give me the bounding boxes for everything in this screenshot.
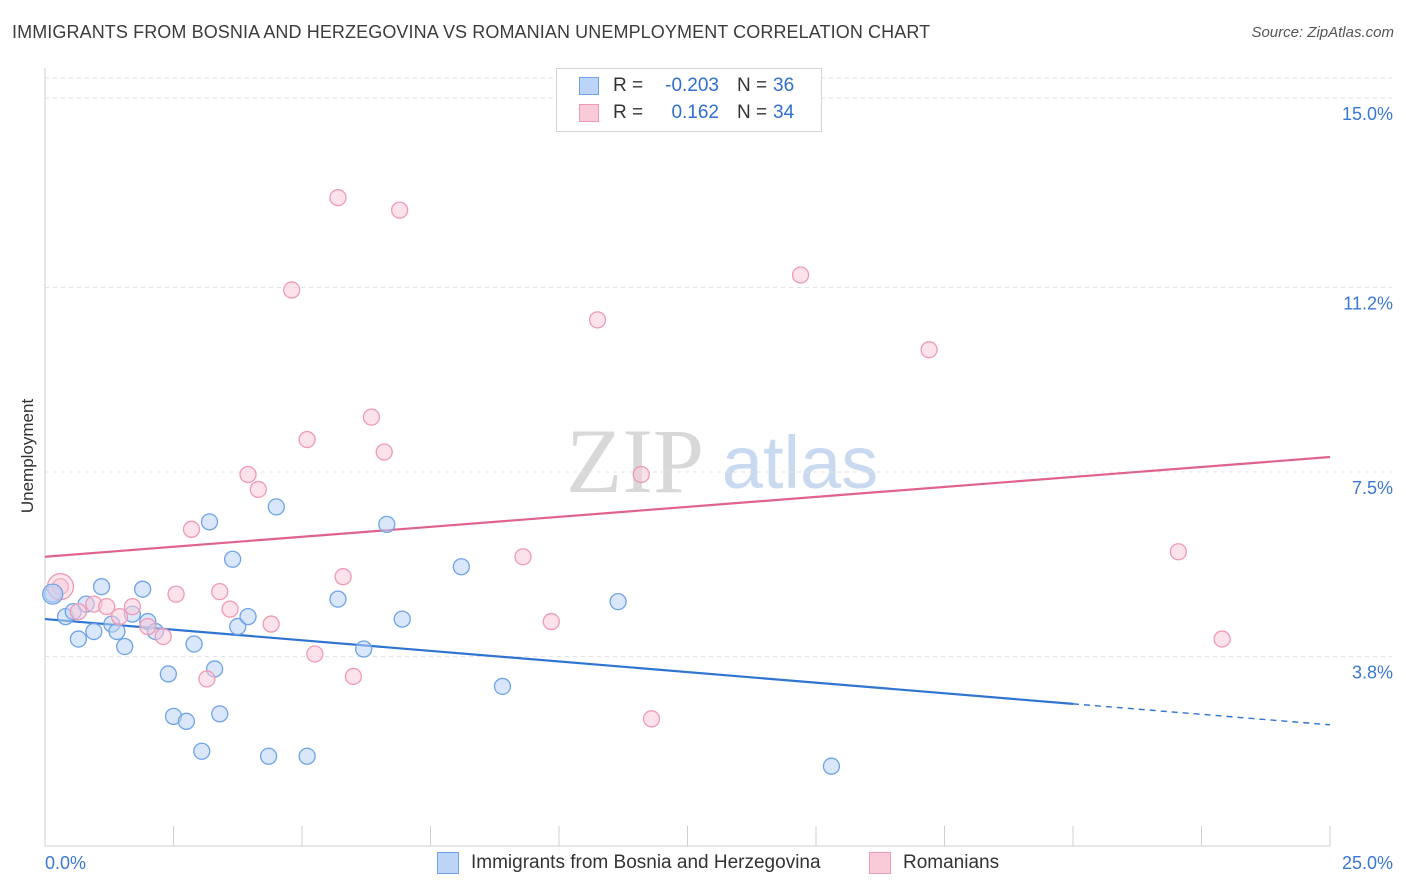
watermark: ZIP atlas <box>566 410 878 512</box>
point-romanians <box>182 520 201 538</box>
point-bosnia <box>355 640 373 658</box>
point-bosnia <box>159 665 178 683</box>
point-romanians <box>123 597 142 616</box>
point-bosnia <box>378 515 396 533</box>
point-bosnia <box>69 630 88 648</box>
point-bosnia <box>42 583 64 605</box>
point-bosnia <box>85 622 103 641</box>
point-romanians <box>167 585 185 603</box>
point-bosnia <box>211 705 229 723</box>
point-romanians <box>69 602 88 621</box>
point-romanians <box>1169 543 1188 561</box>
point-bosnia <box>229 617 247 636</box>
point-romanians <box>588 311 607 329</box>
point-bosnia <box>193 742 211 760</box>
point-romanians <box>632 465 650 484</box>
point-romanians <box>262 615 280 633</box>
trendline-bosnia-extension <box>1072 703 1331 726</box>
point-romanians <box>139 617 157 636</box>
point-romanians <box>791 266 810 284</box>
point-romanians <box>334 568 352 586</box>
point-bosnia <box>493 677 512 696</box>
point-romanians <box>1213 630 1231 648</box>
y-axis-label: Unemployment <box>18 399 37 514</box>
series-legend-romanians[interactable]: Romanians <box>869 852 999 874</box>
point-romanians <box>239 465 257 484</box>
point-bosnia <box>116 637 134 656</box>
point-romanians <box>920 341 938 359</box>
y-tick-label: 15.0% <box>1342 104 1393 124</box>
point-bosnia <box>393 610 411 628</box>
point-romanians <box>211 583 229 601</box>
point-romanians <box>98 597 116 616</box>
legend-n-label: N = <box>737 102 768 123</box>
point-bosnia <box>177 712 196 730</box>
legend-n-value: 36 <box>773 75 795 96</box>
point-bosnia <box>329 590 347 608</box>
legend-row-bosnia: R = -0.203 N = 36 <box>579 73 794 99</box>
y-tick-label: 11.2% <box>1343 293 1393 313</box>
point-romanians <box>198 670 216 688</box>
point-bosnia <box>452 558 470 576</box>
point-bosnia <box>259 747 278 765</box>
watermark-atlas: atlas <box>722 421 878 504</box>
series-swatch-romanians <box>869 852 891 874</box>
legend-row-romanians: R = 0.162 N = 34 <box>579 100 794 126</box>
point-romanians <box>110 607 129 626</box>
chart-title: IMMIGRANTS FROM BOSNIA AND HERZEGOVINA V… <box>12 22 931 42</box>
correlation-legend: R = -0.203 N = 36 R = 0.162 N = 34 <box>556 68 822 132</box>
point-romanians <box>391 201 409 219</box>
x-tick-label: 25.0% <box>1342 853 1393 873</box>
legend-r-value: 0.162 <box>671 102 719 123</box>
legend-swatch-romanians <box>579 104 599 122</box>
series-label-romanians: Romanians <box>903 852 1000 873</box>
point-romanians <box>329 189 347 207</box>
watermark-zip: ZIP <box>566 410 704 512</box>
x-tick-label: 0.0% <box>45 853 86 873</box>
point-bosnia <box>108 622 126 641</box>
point-bosnia <box>298 747 316 765</box>
point-romanians <box>283 281 301 299</box>
series-label-bosnia: Immigrants from Bosnia and Herzegovina <box>471 852 821 873</box>
series-swatch-bosnia <box>437 852 459 874</box>
trendline-romanians <box>44 455 1331 558</box>
point-bosnia <box>822 757 841 775</box>
point-bosnia <box>92 578 111 596</box>
trendline-bosnia <box>44 617 1074 705</box>
legend-r-value: -0.203 <box>665 75 719 96</box>
point-romanians <box>306 645 324 663</box>
point-bosnia <box>185 635 203 653</box>
point-bosnia <box>200 513 219 531</box>
point-romanians <box>221 600 239 618</box>
point-romanians <box>362 408 381 426</box>
y-tick-label: 3.8% <box>1352 662 1393 682</box>
point-romanians <box>344 667 363 686</box>
point-bosnia <box>609 592 627 611</box>
point-romanians <box>642 710 661 728</box>
series-legend-bosnia[interactable]: Immigrants from Bosnia and Herzegovina <box>437 852 821 874</box>
legend-r-label: R = <box>613 102 644 123</box>
point-romanians <box>154 627 172 646</box>
point-romanians <box>542 612 560 631</box>
point-bosnia <box>134 580 152 598</box>
legend-swatch-bosnia <box>579 77 599 95</box>
series-legend: Immigrants from Bosnia and Herzegovina R… <box>0 852 1406 878</box>
point-romanians <box>249 480 267 499</box>
point-bosnia <box>239 607 257 626</box>
legend-n-value: 34 <box>773 102 795 123</box>
source-label: Source: ZipAtlas.com <box>1251 24 1394 41</box>
legend-r-label: R = <box>613 75 644 96</box>
point-romanians <box>514 548 532 566</box>
y-tick-label: 7.5% <box>1352 478 1393 498</box>
legend-n-label: N = <box>737 75 768 96</box>
point-bosnia <box>223 550 242 568</box>
point-romanians <box>298 430 316 449</box>
point-bosnia <box>267 498 285 516</box>
point-romanians <box>375 443 393 461</box>
